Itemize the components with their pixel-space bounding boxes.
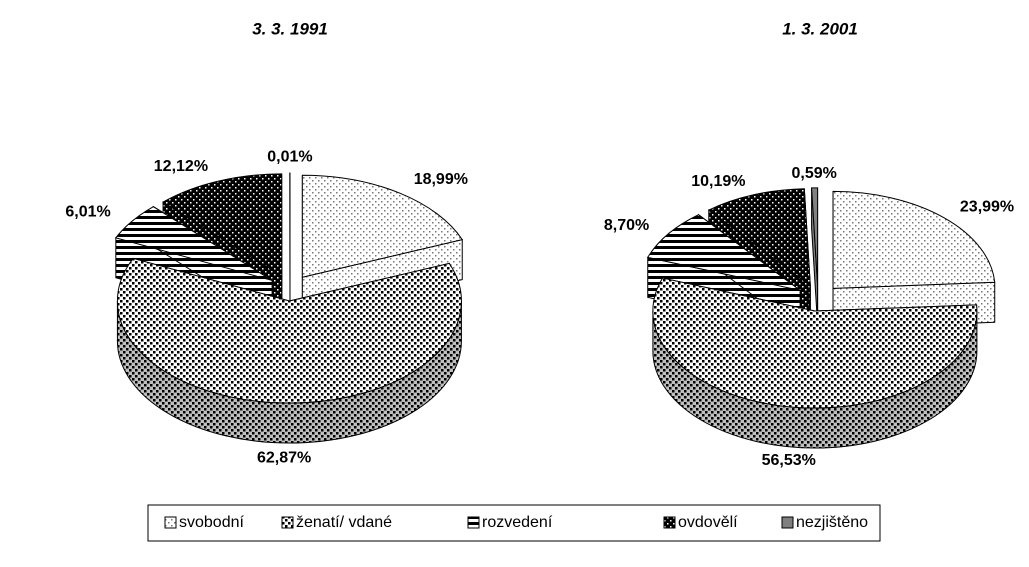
pie-slice [301,174,464,278]
legend-swatch [663,516,676,529]
pie-slice [707,188,811,287]
legend-label: nezjištěno [796,514,868,531]
legend-label: ženatí/ vdané [296,514,392,531]
legend-swatch [281,516,294,529]
pie [646,187,996,449]
data-label: 18,99% [414,171,468,188]
data-label: 10,19% [691,173,745,190]
pie-slice [116,257,462,404]
data-label: 23,99% [960,199,1014,216]
data-label: 0,59% [791,165,836,182]
pie-slice [646,214,801,291]
chart-title: 1. 3. 2001 [782,19,858,38]
chart-title: 3. 3. 1991 [252,19,328,38]
slice-shade [117,301,462,444]
pie-slice [832,190,996,289]
pie-slice [162,173,283,277]
legend-box [147,504,881,542]
pie-slice [811,187,819,285]
data-label: 6,01% [65,203,110,220]
legend-label: ovdovělí [678,514,738,531]
legend-swatch [781,516,794,529]
legend-label: rozvedení [482,514,553,531]
pie-slice [652,277,978,409]
data-label: 62,87% [257,450,311,467]
pie-slice [114,206,273,281]
data-label: 8,70% [604,217,649,234]
legend-swatch [467,516,480,529]
data-label: 12,12% [154,158,208,175]
data-label: 56,53% [762,452,816,469]
legend-swatch [164,516,177,529]
slice-shade [652,311,977,449]
pie [114,172,464,444]
data-label: 0,01% [267,149,312,166]
legend-label: svobodní [179,514,244,531]
